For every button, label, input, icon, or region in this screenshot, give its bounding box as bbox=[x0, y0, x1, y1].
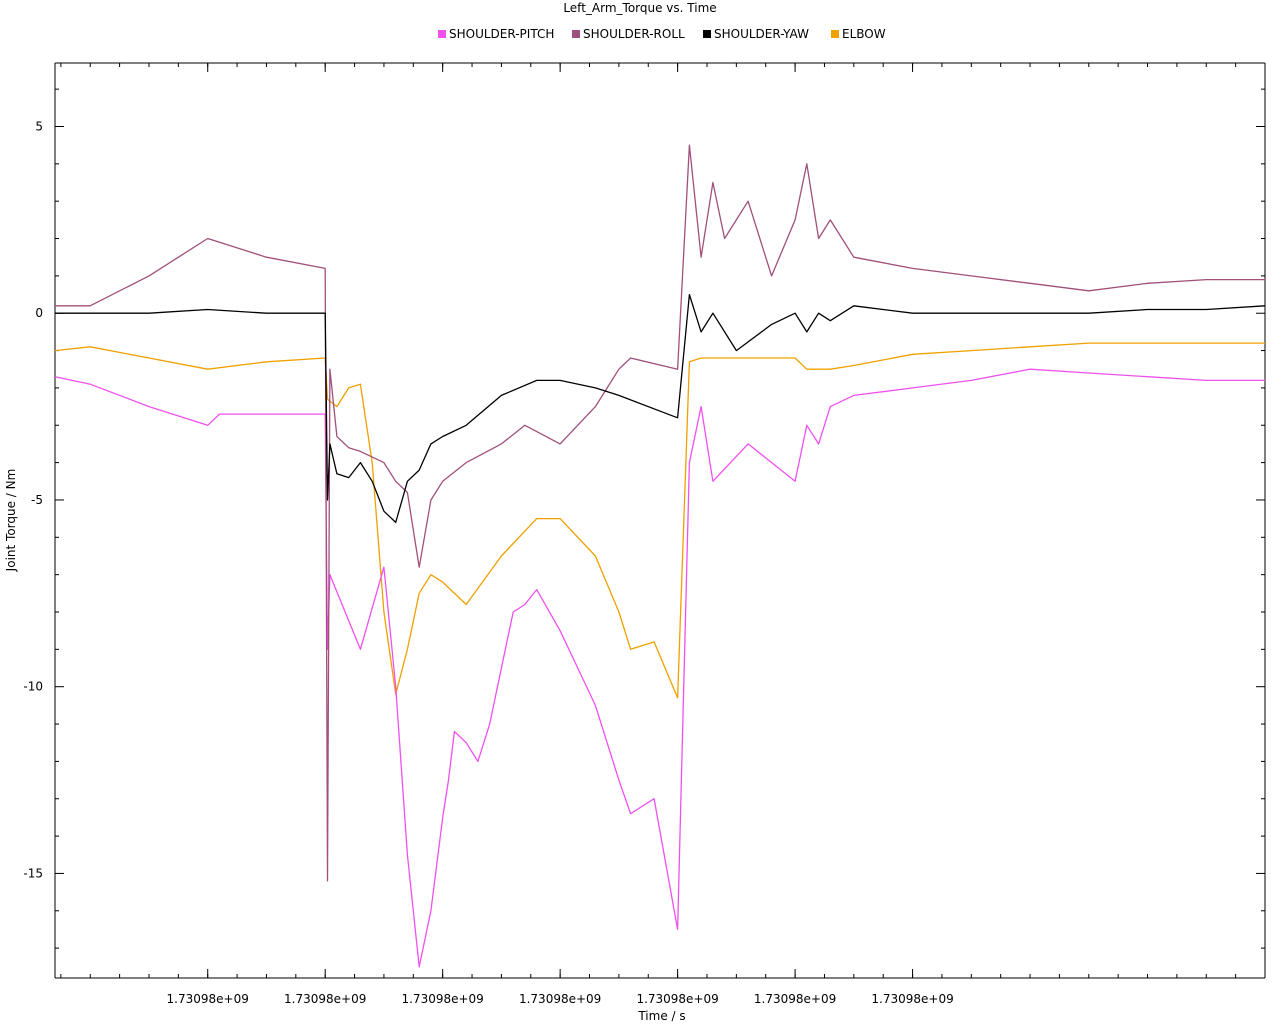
legend: SHOULDER-PITCH SHOULDER-ROLL SHOULDER-YAW E… bbox=[438, 27, 886, 41]
legend-swatch bbox=[438, 30, 446, 38]
y-tick-label: -5 bbox=[31, 493, 43, 507]
x-tick-label: 1.73098e+09 bbox=[284, 992, 366, 1006]
legend-label: SHOULDER-ROLL bbox=[583, 27, 685, 41]
legend-label: ELBOW bbox=[842, 27, 886, 41]
y-tick-label: -10 bbox=[23, 680, 43, 694]
legend-label: SHOULDER-PITCH bbox=[449, 27, 554, 41]
y-axis-label: Joint Torque / Nm bbox=[4, 469, 18, 573]
x-tick-label: 1.73098e+09 bbox=[519, 992, 601, 1006]
legend-label: SHOULDER-YAW bbox=[714, 27, 809, 41]
series-layer bbox=[54, 144, 1266, 968]
x-tick-label: 1.73098e+09 bbox=[871, 992, 953, 1006]
x-tick-label: 1.73098e+09 bbox=[167, 992, 249, 1006]
series-elbow bbox=[54, 342, 1265, 699]
y-tick-label: 5 bbox=[35, 119, 43, 133]
series-shoulder-roll bbox=[55, 144, 1265, 882]
legend-swatch bbox=[572, 30, 580, 38]
y-tick-label: 0 bbox=[35, 306, 43, 320]
axis-ticks: 1.73098e+09 1.73098e+09 1.73098e+09 1.73098… bbox=[23, 63, 1265, 1006]
x-tick-label: 1.73098e+09 bbox=[401, 992, 483, 1006]
x-axis-label: Time / s bbox=[637, 1009, 685, 1023]
series-shoulder-yaw bbox=[55, 293, 1266, 524]
y-tick-label: -15 bbox=[23, 866, 43, 880]
series-shoulder-pitch bbox=[54, 368, 1265, 968]
legend-swatch bbox=[703, 30, 711, 38]
chart-title: Left_Arm_Torque vs. Time bbox=[563, 1, 716, 15]
x-tick-label: 1.73098e+09 bbox=[636, 992, 718, 1006]
plot-frame bbox=[54, 62, 1266, 979]
x-tick-label: 1.73098e+09 bbox=[754, 992, 836, 1006]
legend-swatch bbox=[831, 30, 839, 38]
